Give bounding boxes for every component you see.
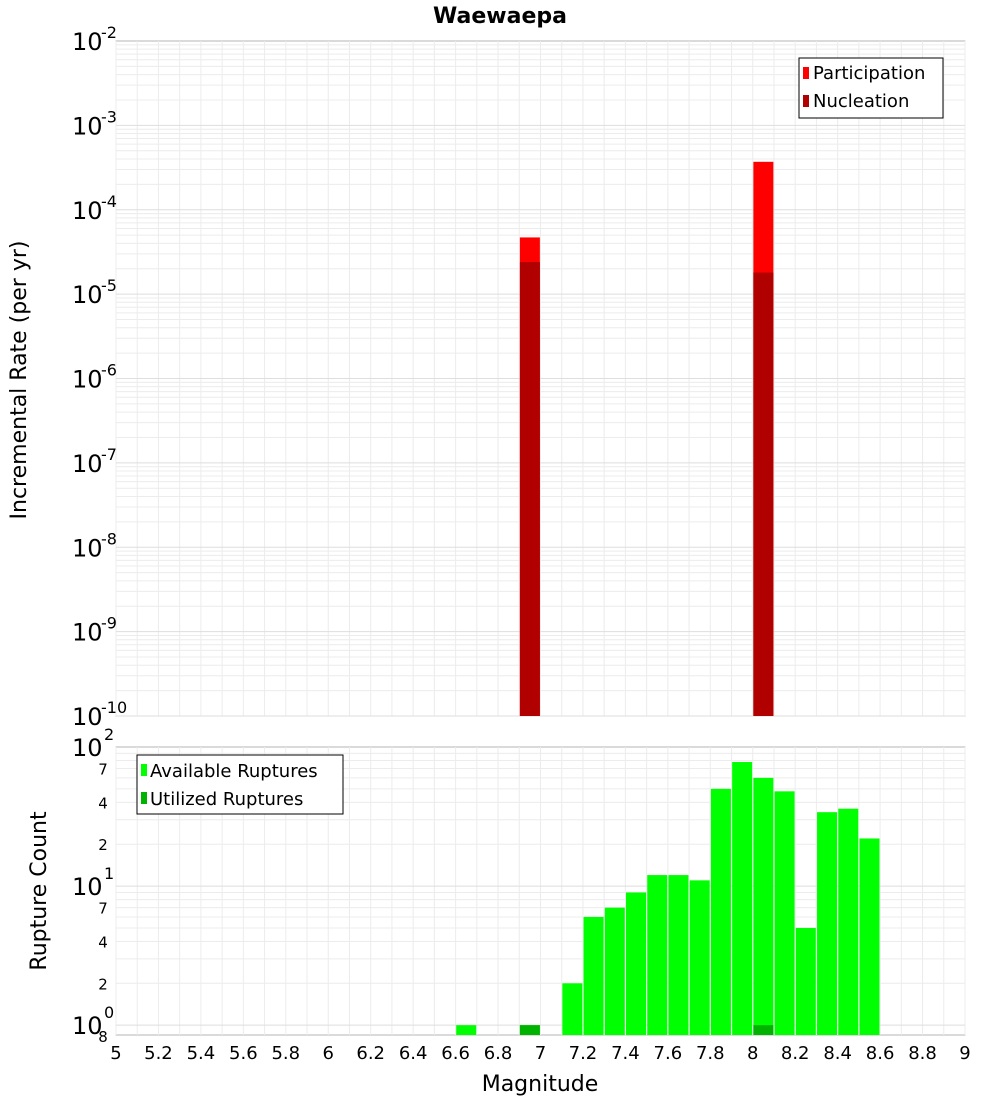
bottom-y-tick-exponent: 0 <box>104 1003 114 1022</box>
x-tick-label: 7.8 <box>696 1043 725 1064</box>
top-y-tick-exponent: -4 <box>101 192 117 211</box>
x-axis-title: Magnitude <box>482 1072 599 1097</box>
bottom-legend: Available Ruptures Utilized Ruptures <box>136 754 344 815</box>
top-y-tick-base: 10 <box>72 703 103 731</box>
available-ruptures-bar <box>562 983 583 1035</box>
legend-label-utilized: Utilized Ruptures <box>150 789 303 810</box>
top-y-tick-base: 10 <box>72 619 103 647</box>
available-ruptures-bar <box>668 875 689 1035</box>
legend-swatch-utilized <box>141 792 147 804</box>
bottom-y-tick-exponent: 1 <box>104 864 114 883</box>
bottom-bars <box>456 762 880 1035</box>
x-tick-label: 8.8 <box>908 1043 937 1064</box>
utilized-ruptures-bar <box>753 1025 774 1035</box>
available-ruptures-bar <box>838 808 859 1035</box>
available-ruptures-bar <box>710 788 731 1035</box>
utilized-ruptures-bar <box>519 1025 540 1035</box>
x-tick-labels: 5 5.2 5.4 5.6 5.8 6 6.2 6.4 6.6 6.8 7 7.2 7.4 7.6 7.8 8… <box>110 1043 970 1064</box>
top-y-tick-base: 10 <box>72 112 103 140</box>
x-tick-label: 7.4 <box>611 1043 640 1064</box>
bottom-y-minor-tick-label: 4 <box>98 933 108 951</box>
x-tick-label: 5.8 <box>271 1043 300 1064</box>
available-ruptures-bar <box>817 812 838 1035</box>
top-y-tick-exponent: -9 <box>101 614 117 633</box>
legend-label-available: Available Ruptures <box>150 761 318 782</box>
x-tick-label: 8.4 <box>823 1043 852 1064</box>
x-tick-label: 6 <box>323 1043 334 1064</box>
top-y-tick-base: 10 <box>72 281 103 309</box>
nucleation-bar <box>753 272 774 716</box>
x-tick-label: 7.6 <box>654 1043 683 1064</box>
legend-label-participation: Participation <box>813 63 925 84</box>
legend-swatch-nucleation <box>803 95 809 107</box>
available-ruptures-bar <box>626 892 647 1035</box>
x-tick-label: 5.4 <box>187 1043 216 1064</box>
x-tick-label: 8.6 <box>866 1043 895 1064</box>
x-tick-label: 8.2 <box>781 1043 810 1064</box>
top-y-tick-exponent: -6 <box>101 361 117 380</box>
available-ruptures-bar <box>604 907 625 1035</box>
chart-title: Waewaepa <box>433 4 567 29</box>
legend-swatch-available <box>141 764 147 776</box>
available-ruptures-bar <box>795 927 816 1035</box>
x-tick-label: 6.6 <box>441 1043 470 1064</box>
x-tick-label: 6.4 <box>399 1043 428 1064</box>
x-tick-label: 6.8 <box>484 1043 513 1064</box>
available-ruptures-bar <box>456 1025 477 1035</box>
top-y-tick-base: 10 <box>72 366 103 394</box>
available-ruptures-bar <box>774 791 795 1035</box>
x-tick-label: 7 <box>535 1043 546 1064</box>
legend-swatch-participation <box>803 67 809 79</box>
available-ruptures-bar <box>732 762 753 1035</box>
top-grid <box>115 41 966 717</box>
bottom-y-tick-base: 10 <box>72 734 103 762</box>
bottom-y-tick-base: 10 <box>72 873 103 901</box>
top-y-tick-exponent: -3 <box>101 107 117 126</box>
x-tick-label: 9 <box>959 1043 970 1064</box>
bottom-y-minor-tick-label: 8 <box>98 1028 108 1046</box>
available-ruptures-bar <box>859 838 880 1035</box>
available-ruptures-bar <box>647 875 668 1035</box>
legend-label-nucleation: Nucleation <box>813 91 909 112</box>
top-y-tick-base: 10 <box>72 197 103 225</box>
bottom-y-axis-title: Rupture Count <box>27 811 52 971</box>
top-y-tick-base: 10 <box>72 450 103 478</box>
top-bars <box>519 161 774 716</box>
x-tick-label: 6.2 <box>356 1043 385 1064</box>
top-y-tick-exponent: -5 <box>101 276 117 295</box>
top-y-axis-title: Incremental Rate (per yr) <box>7 241 32 520</box>
bottom-y-minor-tick-label: 7 <box>98 761 108 779</box>
nucleation-bar <box>519 262 540 716</box>
bottom-y-tick-base: 10 <box>72 1012 103 1040</box>
top-y-tick-exponent: -2 <box>101 23 117 42</box>
top-y-tick-exponent: -7 <box>101 445 117 464</box>
x-tick-label: 5 <box>110 1043 121 1064</box>
x-tick-label: 5.6 <box>229 1043 258 1064</box>
available-ruptures-bar <box>583 916 604 1035</box>
available-ruptures-bar <box>689 880 710 1035</box>
bottom-y-minor-tick-label: 2 <box>98 975 108 993</box>
bottom-y-minor-tick-label: 4 <box>98 794 108 812</box>
top-y-tick-exponent: -8 <box>101 529 117 548</box>
x-tick-label: 8 <box>747 1043 758 1064</box>
top-y-tick-base: 10 <box>72 28 103 56</box>
x-tick-label: 7.2 <box>569 1043 598 1064</box>
top-y-tick-exponent: -10 <box>101 698 127 717</box>
bottom-y-minor-tick-label: 7 <box>98 900 108 918</box>
bottom-y-tick-exponent: 2 <box>104 725 114 744</box>
available-ruptures-bar <box>753 777 774 1035</box>
top-legend: Participation Nucleation <box>798 57 944 119</box>
bottom-y-minor-tick-label: 2 <box>98 836 108 854</box>
top-y-tick-base: 10 <box>72 534 103 562</box>
x-tick-label: 5.2 <box>144 1043 173 1064</box>
